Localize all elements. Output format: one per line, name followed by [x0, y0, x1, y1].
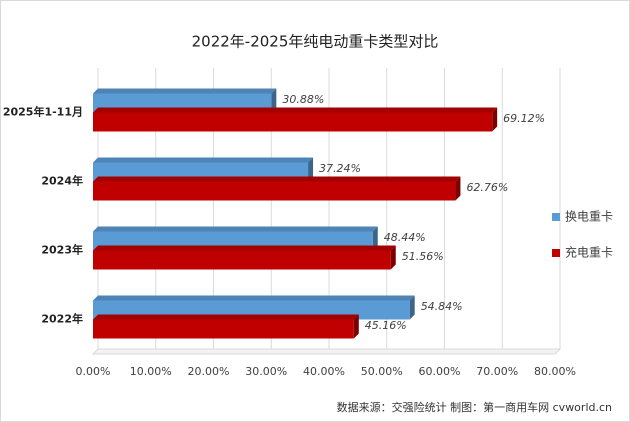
value-label: 37.24% — [319, 162, 361, 175]
value-label: 45.16% — [365, 319, 407, 332]
legend-label: 换电重卡 — [565, 210, 613, 224]
bar-top — [93, 176, 461, 182]
bar-top — [93, 107, 498, 113]
value-label: 48.44% — [384, 231, 426, 244]
bar-side — [353, 314, 359, 339]
bar-top — [93, 226, 378, 232]
value-label: 30.88% — [282, 93, 324, 106]
value-label: 62.76% — [466, 181, 508, 194]
y-tick-label: 2022年 — [41, 312, 83, 326]
bar-top — [93, 157, 314, 163]
y-tick-label: 2025年1-11月 — [3, 105, 83, 119]
value-label: 69.12% — [503, 112, 545, 125]
value-label: 51.56% — [402, 250, 444, 263]
x-tick-label: 20.00% — [188, 365, 230, 378]
bar-side — [455, 176, 461, 201]
bar-side — [372, 226, 378, 251]
bar-top — [93, 88, 277, 94]
x-tick-label: 10.00% — [130, 365, 172, 378]
bar-side — [308, 157, 314, 182]
bar — [93, 112, 493, 132]
x-tick-label: 50.00% — [361, 365, 403, 378]
bar-side — [390, 245, 396, 270]
legend-swatch — [552, 213, 560, 221]
x-tick-label: 70.00% — [476, 365, 518, 378]
y-tick-label: 2023年 — [41, 243, 83, 257]
x-tick-label: 30.00% — [245, 365, 287, 378]
x-tick-label: 80.00% — [534, 365, 576, 378]
bar-side — [409, 295, 415, 320]
bar-top — [93, 295, 415, 301]
chart-title: 2022年-2025年纯电动重卡类型对比 — [192, 33, 439, 51]
x-tick-label: 60.00% — [419, 365, 461, 378]
bar — [93, 181, 456, 201]
plot-floor — [91, 348, 562, 355]
legend-swatch — [552, 249, 560, 257]
y-tick-label: 2024年 — [41, 174, 83, 188]
bar — [93, 250, 391, 270]
bar-top — [93, 245, 396, 251]
value-label: 54.84% — [421, 300, 463, 313]
bar-side — [271, 88, 277, 113]
bar-side — [492, 107, 498, 132]
x-tick-label: 40.00% — [303, 365, 345, 378]
bar — [93, 319, 354, 339]
x-tick-label: 0.00% — [76, 365, 111, 378]
bar-top — [93, 314, 359, 320]
legend-label: 充电重卡 — [565, 245, 613, 260]
source-note: 数据来源：交强险统计 制图：第一商用车网 cvworld.cn — [337, 400, 612, 414]
